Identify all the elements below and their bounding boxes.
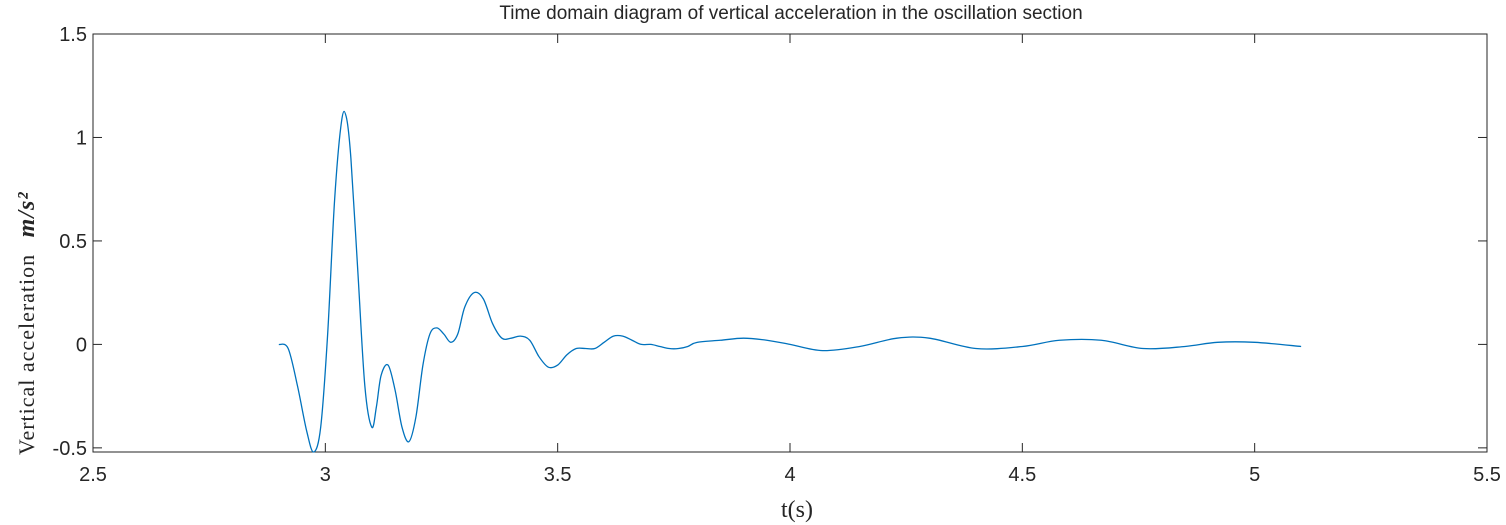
data-point (789, 344, 790, 345)
data-point (822, 350, 823, 351)
data-point (464, 307, 465, 308)
data-point (1301, 346, 1302, 347)
data-point (859, 346, 860, 347)
data-point (429, 333, 430, 334)
data-point (687, 346, 688, 347)
y-tick-label: 1 (76, 127, 87, 149)
data-point (297, 385, 298, 386)
data-point (422, 364, 423, 365)
data-point (436, 327, 437, 328)
data-point (443, 333, 444, 334)
data-point (975, 348, 976, 349)
data-point (538, 356, 539, 357)
data-point (641, 344, 642, 345)
data-point (320, 427, 321, 428)
y-tick-label: 0.5 (59, 231, 87, 253)
x-tick-label: 4 (784, 464, 795, 486)
data-point (511, 338, 512, 339)
data-point (669, 348, 670, 349)
y-axis-label: Vertical acceleration m/s² (14, 191, 40, 455)
data-point (766, 340, 767, 341)
data-point (1143, 348, 1144, 349)
data-point (394, 389, 395, 390)
data-point (387, 364, 388, 365)
data-point (576, 348, 577, 349)
data-point (604, 342, 605, 343)
data-point (357, 271, 358, 272)
data-point (613, 336, 614, 337)
data-point (483, 298, 484, 299)
data-point (622, 336, 623, 337)
data-point (1059, 340, 1060, 341)
data-point (1217, 342, 1218, 343)
data-point (566, 354, 567, 355)
data-point (408, 441, 409, 442)
data-point (457, 333, 458, 334)
y-axis-label-unit: m/s² (14, 191, 40, 237)
data-point (631, 340, 632, 341)
data-point (678, 348, 679, 349)
x-axis-label: t(s) (781, 497, 813, 523)
y-axis-label-text: Vertical acceleration (14, 254, 39, 455)
data-point (720, 340, 721, 341)
data-point (346, 116, 347, 117)
plot-area (92, 33, 1488, 453)
data-point (278, 344, 279, 345)
data-point (334, 199, 335, 200)
data-point (306, 431, 307, 432)
data-point (492, 323, 493, 324)
y-axis-label-group: Vertical acceleration m/s² (14, 191, 40, 455)
data-point (1184, 346, 1185, 347)
x-tick-label: 5 (1249, 464, 1260, 486)
data-point (1022, 346, 1023, 347)
x-tick-label: 3.5 (544, 464, 572, 486)
data-point (696, 342, 697, 343)
y-tick-label: 0 (76, 334, 87, 356)
data-point (350, 158, 351, 159)
data-point (1254, 342, 1255, 343)
y-tick-label: 1.5 (59, 24, 87, 46)
data-point (288, 348, 289, 349)
data-point (743, 338, 744, 339)
data-point (929, 338, 930, 339)
data-point (364, 385, 365, 386)
data-point (501, 338, 502, 339)
axis-ticks (92, 33, 1488, 452)
data-point (659, 346, 660, 347)
data-point (594, 348, 595, 349)
x-tick-label: 5.5 (1473, 464, 1501, 486)
x-tick-label: 2.5 (79, 464, 107, 486)
data-point (896, 338, 897, 339)
x-tick-label: 3 (320, 464, 331, 486)
y-tick-label: -0.5 (53, 438, 87, 460)
data-point (341, 120, 342, 121)
data-point (529, 340, 530, 341)
data-point (415, 416, 416, 417)
data-point (376, 406, 377, 407)
data-point (401, 427, 402, 428)
data-point (557, 364, 558, 365)
y-tick-labels: -0.5 0 0.5 1 1.5 (53, 24, 87, 460)
x-tick-labels: 2.5 3 3.5 4 4.5 5 5.5 (79, 464, 1501, 486)
data-point (548, 367, 549, 368)
data-point (450, 342, 451, 343)
data-point (380, 375, 381, 376)
x-tick-label: 4.5 (1008, 464, 1036, 486)
series-line (278, 110, 1302, 453)
data-point (1101, 340, 1102, 341)
data-point (650, 344, 651, 345)
data-point (313, 451, 314, 452)
data-point (520, 336, 521, 337)
data-point (327, 333, 328, 334)
data-point (585, 348, 586, 349)
data-point (473, 292, 474, 293)
chart-title: Time domain diagram of vertical accelera… (499, 3, 1082, 24)
data-point (371, 427, 372, 428)
